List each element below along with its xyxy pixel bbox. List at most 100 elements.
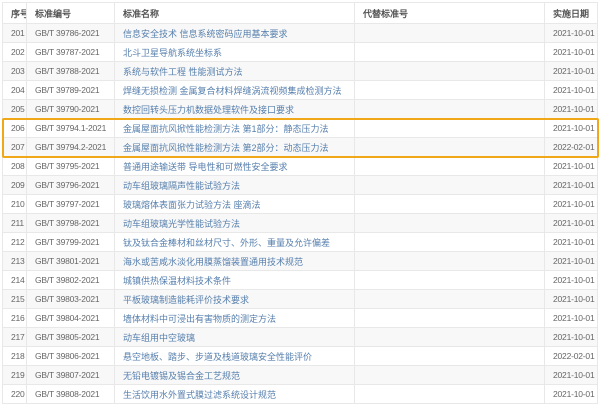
row-standard-code: GB/T 39788-2021 [26, 61, 115, 81]
standard-name-link[interactable]: 平板玻璃制造能耗评价技术要求 [114, 289, 355, 309]
row-standard-code: GB/T 39790-2021 [26, 99, 115, 119]
row-serial: 213 [2, 251, 27, 271]
row-replaced-code [354, 194, 545, 214]
standard-name-link[interactable]: 悬空地板、踏步、步道及栈道玻璃安全性能评价 [114, 346, 355, 366]
row-impl-date: 2021-10-01 [544, 289, 598, 309]
column-header-replaced-code: 代替标准号 [354, 2, 545, 24]
row-standard-code: GB/T 39794.1-2021 [26, 118, 115, 138]
row-impl-date: 2021-10-01 [544, 213, 598, 233]
table-row: 210 GB/T 39797-2021 玻璃熔体表面张力试验方法 座滴法 202… [2, 194, 598, 214]
row-serial: 203 [2, 61, 27, 81]
row-standard-code: GB/T 39786-2021 [26, 23, 115, 43]
row-standard-code: GB/T 39805-2021 [26, 327, 115, 347]
row-serial: 207 [2, 137, 27, 157]
row-impl-date: 2021-10-01 [544, 384, 598, 404]
row-impl-date: 2021-10-01 [544, 23, 598, 43]
row-serial: 209 [2, 175, 27, 195]
row-standard-code: GB/T 39795-2021 [26, 156, 115, 176]
row-serial: 205 [2, 99, 27, 119]
row-replaced-code [354, 23, 545, 43]
row-impl-date: 2021-10-01 [544, 251, 598, 271]
standard-name-link[interactable]: 金属屋面抗风掀性能检测方法 第1部分：静态压力法 [114, 118, 355, 138]
table-row: 209 GB/T 39796-2021 动车组玻璃隔声性能试验方法 2021-1… [2, 175, 598, 195]
standard-name-link[interactable]: 墙体材料中可浸出有害物质的测定方法 [114, 308, 355, 328]
standard-name-link[interactable]: 北斗卫星导航系统坐标系 [114, 42, 355, 62]
row-serial: 218 [2, 346, 27, 366]
table-row: 206 GB/T 39794.1-2021 金属屋面抗风掀性能检测方法 第1部分… [2, 118, 598, 138]
row-standard-code: GB/T 39807-2021 [26, 365, 115, 385]
column-header-standard-code: 标准编号 [26, 2, 115, 24]
standard-name-link[interactable]: 生活饮用水外置式膜过滤系统设计规范 [114, 384, 355, 404]
row-impl-date: 2021-10-01 [544, 42, 598, 62]
standard-name-link[interactable]: 钛及钛合金棒材和丝材尺寸、外形、重量及允许偏差 [114, 232, 355, 252]
row-impl-date: 2021-10-01 [544, 194, 598, 214]
row-replaced-code [354, 137, 545, 157]
row-replaced-code [354, 80, 545, 100]
row-standard-code: GB/T 39803-2021 [26, 289, 115, 309]
standard-name-link[interactable]: 系统与软件工程 性能测试方法 [114, 61, 355, 81]
standard-name-link[interactable]: 信息安全技术 信息系统密码应用基本要求 [114, 23, 355, 43]
standard-name-link[interactable]: 城镇供热保温材料技术条件 [114, 270, 355, 290]
table-row: 201 GB/T 39786-2021 信息安全技术 信息系统密码应用基本要求 … [2, 23, 598, 43]
standard-name-link[interactable]: 焊缝无损检测 金属复合材料焊缝涡流视频集成检测方法 [114, 80, 355, 100]
table-row: 202 GB/T 39787-2021 北斗卫星导航系统坐标系 2021-10-… [2, 42, 598, 62]
standard-name-link[interactable]: 动车组玻璃隔声性能试验方法 [114, 175, 355, 195]
table-row: 204 GB/T 39789-2021 焊缝无损检测 金属复合材料焊缝涡流视频集… [2, 80, 598, 100]
standard-name-link[interactable]: 海水或苦咸水淡化用膜蒸馏装置通用技术规范 [114, 251, 355, 271]
table-body: 201 GB/T 39786-2021 信息安全技术 信息系统密码应用基本要求 … [2, 23, 598, 404]
row-serial: 215 [2, 289, 27, 309]
row-replaced-code [354, 118, 545, 138]
table-row: 218 GB/T 39806-2021 悬空地板、踏步、步道及栈道玻璃安全性能评… [2, 346, 598, 366]
row-standard-code: GB/T 39804-2021 [26, 308, 115, 328]
row-serial: 206 [2, 118, 27, 138]
table-header: 序号 标准编号 标准名称 代替标准号 实施日期 [2, 2, 598, 24]
table-row: 208 GB/T 39795-2021 普通用途输送带 导电性和可燃性安全要求 … [2, 156, 598, 176]
row-replaced-code [354, 346, 545, 366]
row-impl-date: 2022-02-01 [544, 346, 598, 366]
row-impl-date: 2021-10-01 [544, 365, 598, 385]
row-serial: 202 [2, 42, 27, 62]
row-impl-date: 2021-10-01 [544, 175, 598, 195]
standard-name-link[interactable]: 金属屋面抗风掀性能检测方法 第2部分：动态压力法 [114, 137, 355, 157]
row-impl-date: 2022-02-01 [544, 137, 598, 157]
row-replaced-code [354, 384, 545, 404]
standard-name-link[interactable]: 普通用途输送带 导电性和可燃性安全要求 [114, 156, 355, 176]
row-serial: 201 [2, 23, 27, 43]
table-row: 215 GB/T 39803-2021 平板玻璃制造能耗评价技术要求 2021-… [2, 289, 598, 309]
standard-name-link[interactable]: 动车组用中空玻璃 [114, 327, 355, 347]
row-impl-date: 2021-10-01 [544, 232, 598, 252]
row-standard-code: GB/T 39799-2021 [26, 232, 115, 252]
row-replaced-code [354, 61, 545, 81]
row-replaced-code [354, 42, 545, 62]
row-standard-code: GB/T 39806-2021 [26, 346, 115, 366]
standard-name-link[interactable]: 无铅电镀锡及锡合金工艺规范 [114, 365, 355, 385]
row-impl-date: 2021-10-01 [544, 118, 598, 138]
table-row: 214 GB/T 39802-2021 城镇供热保温材料技术条件 2021-10… [2, 270, 598, 290]
standard-name-link[interactable]: 玻璃熔体表面张力试验方法 座滴法 [114, 194, 355, 214]
standard-name-link[interactable]: 动车组玻璃光学性能试验方法 [114, 213, 355, 233]
column-header-serial: 序号 [2, 2, 27, 24]
row-replaced-code [354, 232, 545, 252]
table-row: 219 GB/T 39807-2021 无铅电镀锡及锡合金工艺规范 2021-1… [2, 365, 598, 385]
row-replaced-code [354, 156, 545, 176]
table-row: 217 GB/T 39805-2021 动车组用中空玻璃 2021-10-01 [2, 327, 598, 347]
table-row: 205 GB/T 39790-2021 数控回转头压力机数据处理软件及接口要求 … [2, 99, 598, 119]
table-row: 213 GB/T 39801-2021 海水或苦咸水淡化用膜蒸馏装置通用技术规范… [2, 251, 598, 271]
row-standard-code: GB/T 39796-2021 [26, 175, 115, 195]
standard-name-link[interactable]: 数控回转头压力机数据处理软件及接口要求 [114, 99, 355, 119]
row-impl-date: 2021-10-01 [544, 80, 598, 100]
row-impl-date: 2021-10-01 [544, 327, 598, 347]
row-replaced-code [354, 327, 545, 347]
row-impl-date: 2021-10-01 [544, 61, 598, 81]
row-serial: 219 [2, 365, 27, 385]
row-replaced-code [354, 270, 545, 290]
table-row: 220 GB/T 39808-2021 生活饮用水外置式膜过滤系统设计规范 20… [2, 384, 598, 404]
row-impl-date: 2021-10-01 [544, 270, 598, 290]
header-row: 序号 标准编号 标准名称 代替标准号 实施日期 [2, 2, 598, 24]
row-replaced-code [354, 289, 545, 309]
table-row: 203 GB/T 39788-2021 系统与软件工程 性能测试方法 2021-… [2, 61, 598, 81]
row-standard-code: GB/T 39798-2021 [26, 213, 115, 233]
row-replaced-code [354, 175, 545, 195]
